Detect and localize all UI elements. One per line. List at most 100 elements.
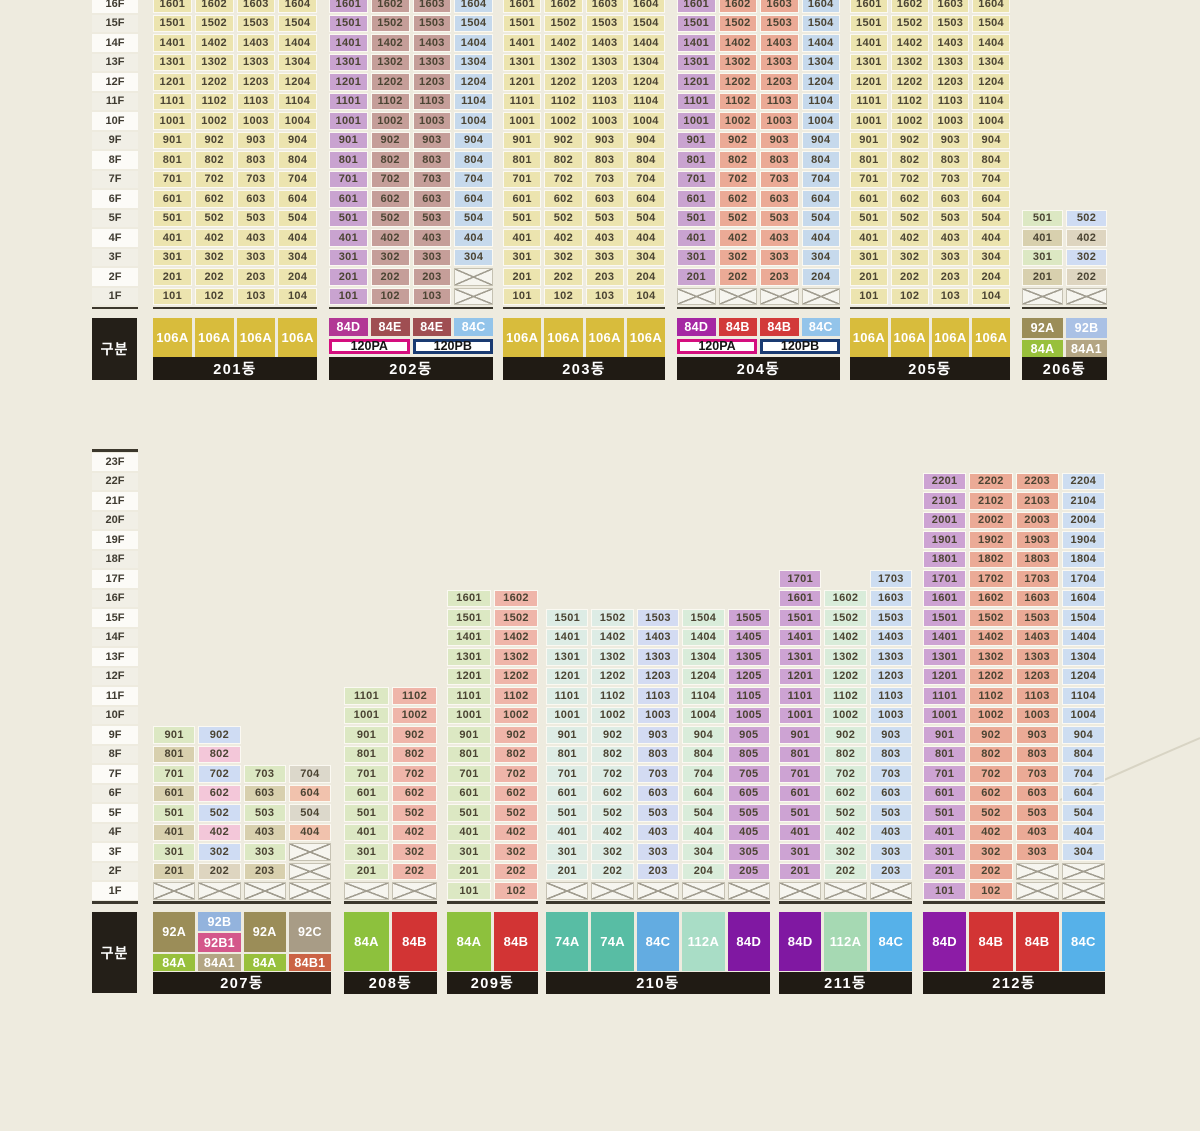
excluded-unit-cell — [718, 287, 757, 305]
unit-cell: 1503 — [585, 14, 624, 32]
excluded-unit-cell — [869, 882, 912, 900]
unit-cell: 501 — [779, 804, 822, 822]
unit-cell: 1003 — [760, 112, 799, 130]
unit-type-badge: 84A1 — [198, 954, 241, 971]
unit-cell: 1503 — [760, 14, 799, 32]
unit-cell: 1203 — [931, 73, 970, 91]
unit-cell: 701 — [153, 170, 192, 188]
unit-cell: 801 — [344, 745, 389, 763]
unit-cell: 1202 — [969, 667, 1013, 685]
unit-cell: 1003 — [1015, 706, 1059, 724]
unit-cell: 1804 — [1061, 550, 1105, 568]
floor-label: 14F — [92, 628, 138, 646]
unit-cell: 303 — [869, 843, 912, 861]
unit-cell: 201 — [546, 862, 589, 880]
unit-cell: 802 — [718, 151, 757, 169]
unit-cell: 1202 — [544, 73, 583, 91]
unit-cell: 502 — [544, 209, 583, 227]
unit-cell: 1404 — [801, 34, 840, 52]
unit-cell: 801 — [779, 745, 822, 763]
unit-cell: 403 — [412, 229, 452, 247]
unit-cell: 501 — [677, 209, 716, 227]
unit-cell: 301 — [447, 843, 491, 861]
floor-label: 8F — [92, 745, 138, 763]
unit-cell: 1703 — [869, 570, 912, 588]
unit-cell: 1604 — [626, 0, 665, 13]
unit-cell: 1501 — [677, 14, 716, 32]
excluded-unit-cell — [1015, 862, 1059, 880]
floor-label: 13F — [92, 53, 138, 71]
floor-label: 15F — [92, 14, 138, 32]
unit-cell: 1301 — [850, 53, 888, 71]
unit-cell: 1403 — [636, 628, 680, 646]
unit-cell: 804 — [1061, 745, 1105, 763]
unit-cell: 402 — [890, 229, 929, 247]
unit-cell: 804 — [626, 151, 665, 169]
unit-cell: 1302 — [370, 53, 410, 71]
unit-cell: 1501 — [153, 14, 192, 32]
unit-cell: 502 — [718, 209, 757, 227]
unit-cell: 1202 — [890, 73, 929, 91]
unit-cell: 302 — [718, 248, 757, 266]
unit-cell: 901 — [923, 726, 967, 744]
unit-cell: 302 — [370, 248, 410, 266]
excluded-unit-cell — [288, 882, 331, 900]
unit-cell: 702 — [718, 170, 757, 188]
unit-cell: 1602 — [969, 589, 1013, 607]
unit-cell: 401 — [329, 229, 368, 247]
divider-line — [923, 901, 1105, 904]
unit-cell: 402 — [591, 823, 634, 841]
unit-cell: 601 — [923, 784, 967, 802]
unit-cell: 703 — [760, 170, 799, 188]
unit-cell: 103 — [585, 287, 624, 305]
unit-cell: 1305 — [727, 648, 770, 666]
unit-cell: 1601 — [329, 0, 368, 13]
unit-type-badge: 84A — [1022, 340, 1063, 357]
excluded-unit-cell — [591, 882, 634, 900]
unit-cell: 704 — [1061, 765, 1105, 783]
floor-label: 2F — [92, 862, 138, 880]
unit-type-badge: 74A — [591, 912, 634, 971]
unit-cell: 102 — [969, 882, 1013, 900]
unit-cell: 1504 — [626, 14, 665, 32]
unit-cell: 901 — [329, 131, 368, 149]
unit-cell: 502 — [194, 209, 234, 227]
floor-label: 6F — [92, 190, 138, 208]
unit-cell: 1404 — [972, 34, 1010, 52]
unit-cell: 1603 — [869, 589, 912, 607]
building-name-bar: 211동 — [779, 971, 912, 994]
unit-cell: 1301 — [153, 53, 192, 71]
unit-cell: 1204 — [626, 73, 665, 91]
unit-cell: 1002 — [890, 112, 929, 130]
unit-cell: 403 — [636, 823, 680, 841]
unit-cell: 104 — [972, 287, 1010, 305]
unit-cell: 1802 — [969, 550, 1013, 568]
unit-type-badge: 106A — [972, 318, 1010, 357]
unit-cell: 202 — [591, 862, 634, 880]
unit-cell: 1102 — [591, 687, 634, 705]
unit-cell: 1502 — [890, 14, 929, 32]
unit-cell: 1604 — [801, 0, 840, 13]
unit-cell: 1001 — [850, 112, 888, 130]
unit-cell: 902 — [494, 726, 538, 744]
building-name-bar: 203동 — [503, 357, 665, 380]
unit-cell: 1003 — [412, 112, 452, 130]
unit-cell: 503 — [869, 804, 912, 822]
unit-cell: 1104 — [682, 687, 725, 705]
unit-cell: 904 — [278, 131, 317, 149]
unit-type-badge: 84D — [677, 318, 716, 336]
unit-cell: 1403 — [931, 34, 970, 52]
unit-type-badge: 84D — [727, 912, 770, 971]
unit-cell: 1101 — [677, 92, 716, 110]
unit-cell: 1202 — [370, 73, 410, 91]
unit-cell: 1504 — [454, 14, 493, 32]
unit-cell: 601 — [344, 784, 389, 802]
unit-cell: 1402 — [544, 34, 583, 52]
unit-cell: 903 — [636, 726, 680, 744]
unit-cell: 401 — [779, 823, 822, 841]
unit-cell: 1403 — [585, 34, 624, 52]
floor-label: 13F — [92, 648, 138, 666]
unit-cell: 901 — [850, 131, 888, 149]
unit-cell: 1501 — [546, 609, 589, 627]
unit-cell: 1504 — [972, 14, 1010, 32]
